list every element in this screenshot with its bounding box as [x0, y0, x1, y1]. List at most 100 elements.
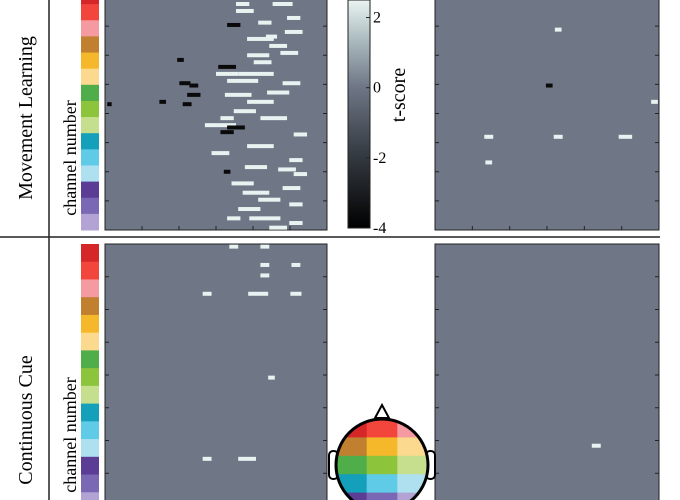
channel-group-swatch	[81, 314, 99, 334]
heatmap-cell-positive	[272, 1, 293, 6]
head-region-cell	[336, 455, 368, 475]
ylabel-bottom: channel number	[60, 377, 80, 492]
ylabel-top: channel number	[60, 100, 80, 215]
channel-group-swatch	[81, 0, 99, 5]
channel-group-swatch	[81, 149, 99, 166]
channel-group-swatch	[81, 197, 99, 215]
head-region-cell	[397, 492, 428, 500]
heatmap-cell-positive	[293, 132, 308, 137]
heatmap-cell-positive	[268, 375, 275, 380]
heatmap-cell-positive	[260, 262, 270, 267]
heatmap-cell-positive	[249, 216, 281, 221]
colorbar-tick-label: 2	[373, 10, 381, 27]
channel-group-swatch	[81, 213, 99, 231]
heatmap-cell-positive	[233, 109, 256, 114]
heatmap-cell-positive	[485, 160, 493, 165]
head-outline	[334, 417, 430, 500]
heatmap-cell-positive	[591, 443, 601, 448]
heatmap-cell-positive	[260, 244, 270, 249]
heatmap-cell-positive	[248, 291, 269, 296]
heatmap-cell-negative	[182, 102, 192, 107]
head-region-cell	[366, 492, 398, 500]
heatmap-movement-learning-right	[434, 0, 660, 231]
channel-group-swatch	[81, 332, 99, 351]
heatmap-cell-positive	[238, 207, 261, 212]
heatmap-cell-positive	[235, 8, 254, 13]
heatmap-cell-positive	[242, 190, 270, 195]
channel-group-swatch	[81, 20, 99, 37]
heatmap-cell-positive	[291, 262, 301, 267]
head-region-cell	[397, 455, 428, 475]
head-region-cell	[366, 437, 398, 457]
heatmap-cell-positive	[202, 291, 212, 296]
heatmap-cell-positive	[618, 134, 633, 139]
heatmap-cell-positive	[231, 181, 254, 186]
channel-group-swatch	[81, 350, 99, 369]
head-region-cell	[366, 419, 398, 438]
heatmap-cell-positive	[554, 27, 562, 32]
heatmap-cell-positive	[289, 158, 303, 163]
heatmap-cell-negative	[227, 22, 241, 27]
heatmap-cell-positive	[227, 78, 259, 83]
channel-group-swatch	[81, 439, 99, 458]
heatmap-cell-positive	[238, 71, 274, 76]
heatmap-cell-positive	[287, 15, 301, 20]
channel-group-swatch	[81, 117, 99, 134]
heatmap-cell-positive	[211, 151, 230, 156]
heatmap-cell-positive	[253, 60, 272, 65]
heatmap-cell-positive	[269, 43, 288, 48]
heatmap-cell-positive	[260, 116, 288, 121]
heatmap-cell-positive	[289, 202, 303, 207]
channel-group-swatch	[81, 279, 99, 298]
heatmap-cell-negative	[218, 64, 236, 69]
heatmap-cell-negative	[107, 102, 112, 107]
colorbar-ticks: 2 0 -2 -4	[366, 10, 386, 237]
colorbar-gradient	[347, 0, 371, 229]
heatmap-cell-positive	[238, 456, 256, 461]
colorbar-tick-label: -4	[373, 220, 386, 237]
head-region-cell	[366, 474, 398, 494]
heatmap-cell-negative	[220, 130, 234, 135]
heatmap-background	[434, 243, 660, 500]
heatmap-continuous-cue-right	[434, 243, 660, 500]
heatmap-cell-negative	[177, 57, 184, 62]
channel-group-swatch	[81, 84, 99, 102]
head-region-cell	[397, 419, 428, 438]
heatmap-cell-positive	[284, 29, 303, 34]
channel-group-swatch	[81, 165, 99, 183]
channel-group-strip-top	[81, 0, 99, 231]
heatmap-cell-positive	[224, 92, 252, 97]
channel-group-swatch	[81, 244, 99, 263]
channel-group-swatch	[81, 403, 99, 422]
heatmap-cell-positive	[553, 134, 563, 139]
channel-group-swatch	[81, 52, 99, 70]
colorbar-tick-label: -2	[373, 150, 386, 167]
heatmap-cell-positive	[202, 456, 212, 461]
heatmap-cell-negative	[227, 125, 245, 130]
channel-group-swatch	[81, 68, 99, 86]
heatmap-cell-positive	[247, 36, 274, 41]
heatmap-cell-positive	[282, 81, 301, 86]
heatmap-cell-positive	[244, 165, 268, 170]
channel-group-swatch	[81, 4, 99, 21]
heatmap-cell-positive	[229, 244, 239, 249]
colorbar-tick-label: 0	[373, 80, 381, 97]
head-channel-map-icon	[328, 402, 436, 500]
heatmap-cell-positive	[220, 116, 234, 121]
row-label-continuous-cue: Continuous Cue	[15, 355, 37, 485]
heatmap-background	[104, 0, 328, 231]
heatmap-cell-positive	[258, 197, 281, 202]
heatmap-cell-positive	[204, 123, 236, 128]
channel-group-swatch	[81, 421, 99, 440]
heatmap-cell-positive	[216, 71, 239, 76]
channel-group-swatch	[81, 36, 99, 54]
channel-group-swatch	[81, 297, 99, 316]
channel-group-swatch	[81, 385, 99, 405]
heatmap-cell-negative	[187, 92, 201, 97]
heatmap-cell-positive	[280, 50, 299, 55]
head-region-cell	[336, 437, 368, 457]
colorbar-label: t-score	[388, 68, 410, 123]
heatmap-cell-positive	[247, 53, 270, 58]
heatmap-background	[104, 243, 328, 500]
heatmap-continuous-cue-left	[104, 243, 328, 500]
